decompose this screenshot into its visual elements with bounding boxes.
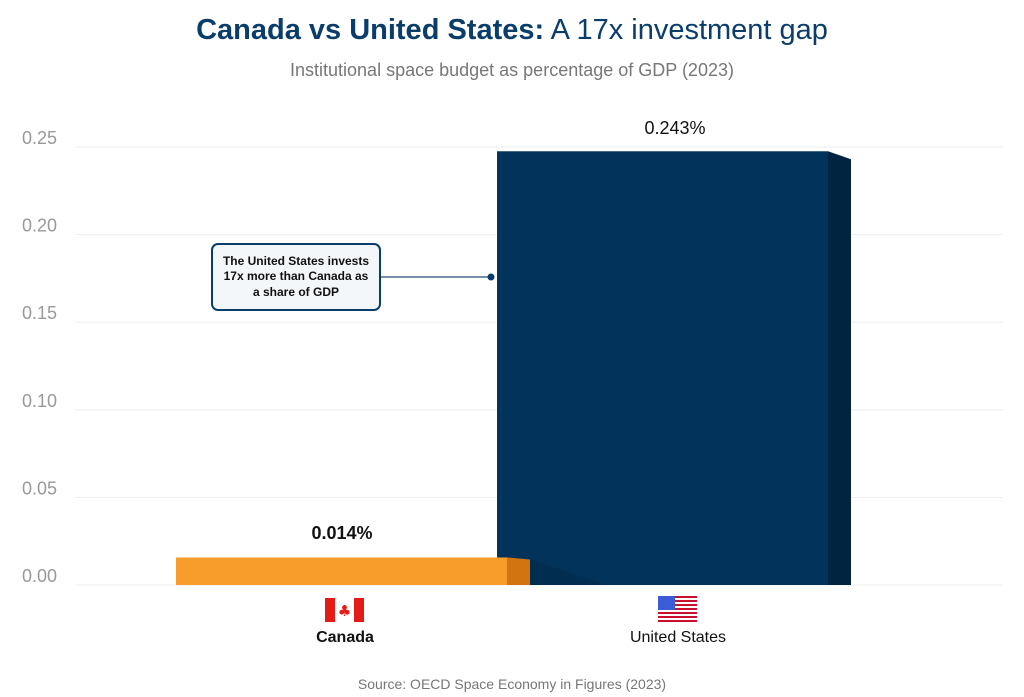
bar-side <box>507 557 530 585</box>
y-tick-label: 0.15 <box>22 303 57 323</box>
x-tick-label: Canada <box>316 629 374 646</box>
chart-title: Canada vs United States: A 17x investmen… <box>196 14 828 46</box>
annotation-dot <box>487 273 495 281</box>
bar-canada <box>176 557 507 585</box>
y-tick-label: 0.10 <box>22 391 57 411</box>
us-flag-canton <box>658 596 675 610</box>
y-tick-label: 0.00 <box>22 566 57 586</box>
annotation-box: The United States invests 17x more than … <box>211 243 381 311</box>
us-flag-stripe <box>658 604 697 606</box>
maple-leaf-icon: ♣ <box>338 602 351 620</box>
data-label: 0.014% <box>311 523 372 543</box>
us-flag-stripe <box>658 612 697 614</box>
bar-side <box>828 151 851 585</box>
us-flag-stripe <box>658 608 697 610</box>
canada-flag-band <box>354 598 364 622</box>
source-note: Source: OECD Space Economy in Figures (2… <box>357 676 667 692</box>
us-flag-stripe <box>658 620 697 622</box>
bar-shadow <box>530 559 607 585</box>
data-label: 0.243% <box>644 118 705 138</box>
chart-subtitle: Institutional space budget as percentage… <box>290 60 734 80</box>
x-tick-label: United States <box>630 629 726 646</box>
y-tick-label: 0.20 <box>22 216 57 236</box>
us-flag-stripe <box>658 596 697 598</box>
us-flag-stripe <box>658 600 697 602</box>
us-flag-stripe <box>658 616 697 618</box>
canada-flag-band <box>325 598 335 622</box>
bar-united-states <box>497 151 828 585</box>
y-tick-label: 0.25 <box>22 128 57 148</box>
y-tick-label: 0.05 <box>22 478 57 498</box>
